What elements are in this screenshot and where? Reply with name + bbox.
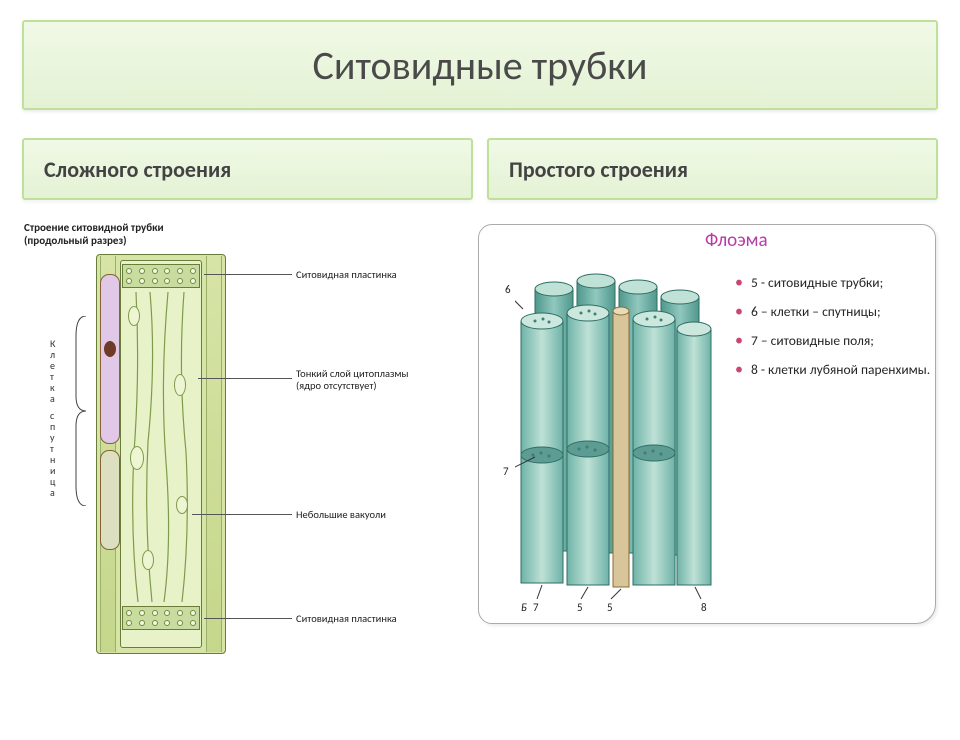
content-row: Строение ситовидной трубки (продольный р… bbox=[0, 208, 960, 668]
vacuole bbox=[174, 374, 186, 396]
phloem-3d-diagram bbox=[515, 271, 715, 601]
num-6: 6 bbox=[505, 283, 511, 296]
bullet-icon: • bbox=[735, 304, 743, 321]
vacuole bbox=[130, 446, 144, 470]
vacuole bbox=[142, 550, 154, 570]
panel-head-right: Простого строения bbox=[487, 138, 938, 200]
callout-cyto-l1: Тонкий слой цитоплазмы bbox=[296, 368, 446, 380]
num-8: 8 bbox=[701, 601, 707, 614]
panel-letter: Б bbox=[521, 601, 527, 614]
bullet-icon: • bbox=[735, 362, 743, 379]
right-diagram-col: Флоэма bbox=[472, 208, 944, 668]
left-diagram bbox=[96, 254, 226, 654]
callout-sieve-plate-top: Ситовидная пластинка bbox=[296, 268, 397, 281]
bg-stripe bbox=[206, 256, 222, 652]
num-5a: 5 bbox=[577, 601, 583, 614]
num-5b: 5 bbox=[607, 601, 613, 614]
phloem-legend: • 5 - ситовидные трубки; • 6 – клетки – сп… bbox=[735, 275, 930, 391]
panel-label-right: Простого строения bbox=[509, 156, 688, 183]
leader-line bbox=[192, 514, 292, 515]
left-header-line1: Строение ситовидной трубки bbox=[24, 222, 164, 235]
vacuole bbox=[176, 496, 188, 514]
bullet-icon: • bbox=[735, 275, 743, 292]
legend-text-8: 8 - клетки лубяной паренхимы. bbox=[751, 362, 930, 379]
legend-text-7: 7 – ситовидные поля; bbox=[751, 333, 874, 350]
legend-item-5: • 5 - ситовидные трубки; bbox=[735, 275, 930, 292]
legend-item-7: • 7 – ситовидные поля; bbox=[735, 333, 930, 350]
sieve-plate-bottom bbox=[122, 606, 200, 630]
companion-vertical-label: Клетка спутница bbox=[50, 338, 55, 498]
companion-cell bbox=[100, 450, 120, 550]
legend-text-6: 6 – клетки – спутницы; bbox=[751, 304, 881, 321]
bullet-icon: • bbox=[735, 333, 743, 350]
phloem-title: Флоэма bbox=[705, 229, 768, 252]
callout-vacuoles: Небольшие вакуоли bbox=[296, 508, 386, 521]
num-7-side: 7 bbox=[503, 465, 509, 478]
left-header-line2: (продольный разрез) bbox=[24, 235, 164, 248]
leader-line bbox=[198, 378, 292, 379]
num-7: 7 bbox=[533, 601, 539, 614]
callout-cytoplasm: Тонкий слой цитоплазмы (ядро отсутствует… bbox=[296, 368, 446, 392]
companion-cell bbox=[100, 274, 120, 444]
left-diagram-col: Строение ситовидной трубки (продольный р… bbox=[0, 208, 472, 668]
leader-line bbox=[204, 274, 292, 275]
panel-head-left: Сложного строения bbox=[22, 138, 473, 200]
page-title: Ситовидные трубки bbox=[313, 41, 648, 90]
legend-text-5: 5 - ситовидные трубки; bbox=[751, 275, 883, 292]
brace-icon bbox=[74, 316, 88, 506]
vacuole bbox=[128, 306, 140, 326]
legend-item-6: • 6 – клетки – спутницы; bbox=[735, 304, 930, 321]
right-card: Флоэма bbox=[478, 224, 936, 624]
left-diagram-header: Строение ситовидной трубки (продольный р… bbox=[24, 222, 164, 247]
leader-line bbox=[204, 618, 292, 619]
title-bar: Ситовидные трубки bbox=[22, 20, 938, 110]
callout-sieve-plate-bottom: Ситовидная пластинка bbox=[296, 612, 397, 625]
sieve-plate-top bbox=[122, 264, 200, 288]
callout-cyto-l2: (ядро отсутствует) bbox=[296, 380, 446, 392]
panel-label-left: Сложного строения bbox=[44, 156, 231, 183]
panel-row: Сложного строения Простого строения bbox=[22, 138, 938, 200]
legend-item-8: • 8 - клетки лубяной паренхимы. bbox=[735, 362, 930, 379]
